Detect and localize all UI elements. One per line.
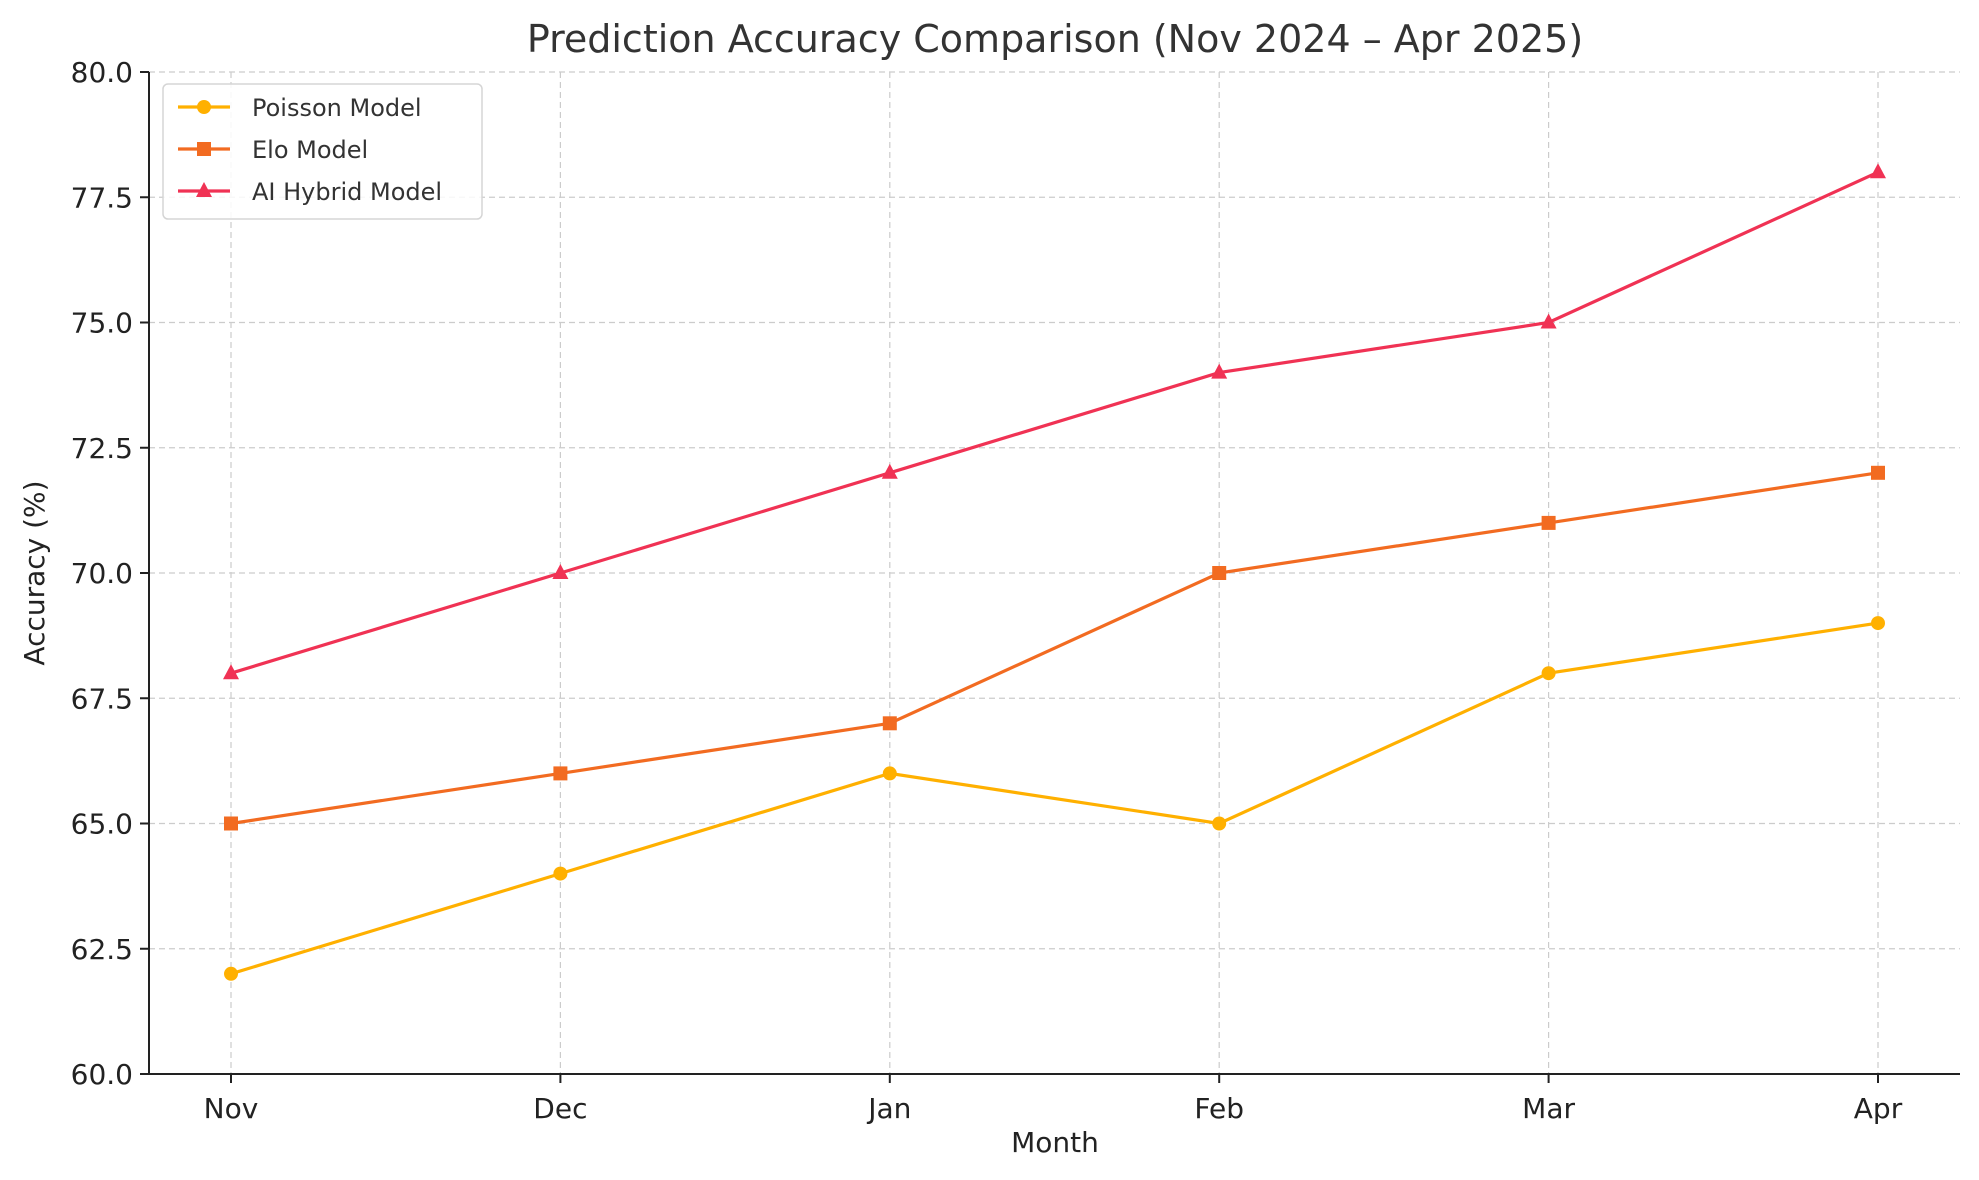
series-line [230,621,1879,976]
x-tick-label: Mar [1522,1092,1575,1125]
x-tick-label: Feb [1194,1092,1244,1125]
legend-label: Elo Model [252,136,368,164]
chart-title: Prediction Accuracy Comparison (Nov 2024… [527,17,1583,61]
y-tick-label: 62.5 [71,933,133,966]
legend-marker [197,100,211,114]
x-tick-label: Dec [533,1092,587,1125]
data-point [224,816,238,831]
data-point [1212,816,1227,831]
series-line [230,170,1879,675]
data-point [1870,163,1886,179]
x-axis-label: Month [1011,1126,1099,1159]
series-ai-hybrid-model [223,163,1886,680]
y-tick-label: 60.0 [71,1058,133,1091]
data-point [553,866,568,881]
data-point [1541,515,1556,530]
legend-label: AI Hybrid Model [252,178,442,206]
data-point [553,766,568,781]
data-point [1211,363,1228,379]
y-tick-label: 80.0 [71,56,133,89]
series-elo-model [224,465,1885,831]
x-tick-label: Apr [1854,1092,1903,1125]
data-point [1541,666,1556,681]
y-tick-label: 67.5 [71,682,133,715]
y-tick-label: 70.0 [71,557,133,590]
data-point [881,463,898,479]
y-tick-label: 72.5 [71,432,133,465]
y-tick-label: 75.0 [71,307,133,340]
legend: Poisson Model Elo Model AI Hybrid Model [162,83,483,220]
series-poisson-model [224,616,1885,981]
x-tick-label: Jan [866,1092,911,1125]
data-point [882,716,897,731]
data-point [223,664,239,680]
legend-marker [196,182,212,197]
legend-label: Poisson Model [252,94,422,122]
y-axis-label: Accuracy (%) [18,480,51,665]
data-point [224,966,238,981]
data-point [552,564,569,579]
data-point [1212,566,1227,580]
y-tick-label: 65.0 [71,808,133,841]
series-line [230,471,1879,826]
x-tick-label: Nov [204,1092,259,1125]
data-point [1871,465,1885,480]
data-point [882,766,897,781]
y-tick-label: 77.5 [71,181,133,214]
data-point [1871,616,1885,631]
legend-frame [162,83,483,220]
legend-marker [197,142,211,156]
data-point [1540,313,1557,329]
